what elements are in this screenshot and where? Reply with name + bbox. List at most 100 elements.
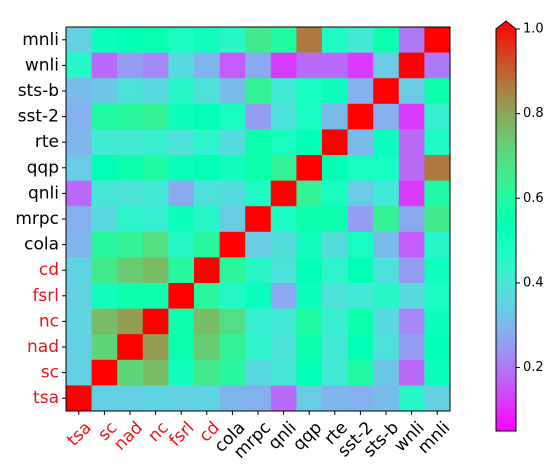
- heatmap-cell-qnli-sts-b: [373, 180, 400, 207]
- heatmap-cell-nad-cola: [219, 334, 246, 361]
- heatmap-cell-sst-2-mrpc: [245, 103, 272, 130]
- heatmap-cell-fsrl-qnli: [270, 283, 297, 309]
- heatmap-cell-tsa-wnli: [398, 385, 425, 412]
- heatmap-cell-cola-cola: [219, 231, 246, 258]
- heatmap-cell-qnli-tsa: [66, 180, 92, 207]
- heatmap-cell-sst-2-tsa: [66, 103, 92, 130]
- heatmap-cell-fsrl-qqp: [296, 283, 323, 309]
- heatmap-cell-rte-qqp: [296, 129, 323, 156]
- heatmap-cell-rte-cd: [194, 129, 220, 156]
- y-tick-label-mnli: mnli: [22, 30, 59, 50]
- heatmap-cell-rte-wnli: [398, 129, 425, 156]
- heatmap-cell-cola-qnli: [270, 231, 297, 258]
- heatmap-cell-fsrl-cd: [194, 283, 220, 309]
- heatmap-cell-tsa-sts-b: [373, 385, 400, 412]
- heatmap-cell-mrpc-fsrl: [168, 206, 195, 233]
- heatmap-cell-rte-rte: [322, 129, 348, 156]
- heatmap-cell-qqp-rte: [322, 155, 348, 181]
- heatmap-cell-rte-sst-2: [347, 129, 374, 156]
- heatmap-cell-mnli-cola: [219, 27, 246, 53]
- heatmap-cell-nc-nad: [117, 308, 144, 335]
- heatmap-cell-nad-rte: [322, 334, 348, 361]
- heatmap-cell-sc-sst-2: [347, 359, 374, 386]
- heatmap-cell-qnli-fsrl: [168, 180, 195, 207]
- heatmap-cell-tsa-qqp: [296, 385, 323, 412]
- heatmap-cell-qqp-cola: [219, 155, 246, 181]
- heatmap-cell-wnli-mnli: [424, 52, 451, 79]
- heatmap-cell-sts-b-cd: [194, 78, 220, 105]
- heatmap-cell-qnli-qnli: [270, 180, 297, 207]
- heatmap-cell-fsrl-sc: [91, 283, 118, 309]
- heatmap-cell-rte-nc: [142, 129, 169, 156]
- colorbar-ticks: 0.2 0.4 0.6 0.8 1.0: [516, 22, 544, 375]
- heatmap-cell-mrpc-nad: [117, 206, 144, 233]
- heatmap-cell-nad-sts-b: [373, 334, 400, 361]
- heatmap-cell-fsrl-nc: [142, 283, 169, 309]
- heatmap-cell-sst-2-nc: [142, 103, 169, 130]
- heatmap-cell-mrpc-qnli: [270, 206, 297, 233]
- heatmap-cell-cd-sc: [91, 257, 118, 284]
- heatmap-cell-cola-wnli: [398, 231, 425, 258]
- heatmap-cell-cola-qqp: [296, 231, 323, 258]
- heatmap-cell-qqp-nc: [142, 155, 169, 181]
- heatmap-cell-mnli-sst-2: [347, 27, 374, 53]
- heatmap-cell-mnli-qqp: [296, 27, 323, 53]
- heatmap-cell-wnli-qqp: [296, 52, 323, 79]
- heatmap-cell-nc-fsrl: [168, 308, 195, 335]
- y-tick-label-tsa: tsa: [33, 388, 59, 408]
- heatmap-cell-mnli-wnli: [398, 27, 425, 53]
- heatmap-cell-nad-mrpc: [245, 334, 272, 361]
- heatmap-cell-mnli-mrpc: [245, 27, 272, 53]
- heatmap-cell-mnli-cd: [194, 27, 220, 53]
- heatmap-cell-sc-nad: [117, 359, 144, 386]
- heatmap-cell-qqp-sc: [91, 155, 118, 181]
- heatmap-cell-sts-b-sc: [91, 78, 118, 105]
- heatmap-cell-sts-b-qnli: [270, 78, 297, 105]
- heatmap-cell-sst-2-sst-2: [347, 103, 374, 130]
- y-axis-ticks: mnli wnli sts-b sst-2 rte qqp qnli mrpc cola cd fs…: [15, 30, 66, 408]
- heatmap-cell-qnli-cd: [194, 180, 220, 207]
- heatmap-cell-tsa-mrpc: [245, 385, 272, 412]
- heatmap-cell-wnli-mrpc: [245, 52, 272, 79]
- heatmap-cell-mrpc-nc: [142, 206, 169, 233]
- heatmap-cell-cola-mrpc: [245, 231, 272, 258]
- heatmap-cell-sc-mnli: [424, 359, 451, 386]
- heatmap-cell-cola-fsrl: [168, 231, 195, 258]
- heatmap-cell-qnli-rte: [322, 180, 348, 207]
- heatmap-cell-wnli-rte: [322, 52, 348, 79]
- heatmap-cells: [66, 27, 451, 412]
- heatmap-cell-fsrl-rte: [322, 283, 348, 309]
- heatmap-cell-mnli-tsa: [66, 27, 92, 53]
- heatmap-cell-rte-tsa: [66, 129, 92, 156]
- heatmap-cell-nc-sc: [91, 308, 118, 335]
- heatmap-cell-sts-b-wnli: [398, 78, 425, 105]
- heatmap-cell-qnli-qqp: [296, 180, 323, 207]
- colorbar: 0.2 0.4 0.6 0.8 1.0: [495, 20, 544, 432]
- heatmap-cell-qnli-sst-2: [347, 180, 374, 207]
- heatmap-cell-mnli-qnli: [270, 27, 297, 53]
- heatmap-cell-fsrl-nad: [117, 283, 144, 309]
- heatmap-cell-fsrl-sst-2: [347, 283, 374, 309]
- colorbar-tick-label: 1.0: [523, 22, 544, 37]
- heatmap-cell-cola-sst-2: [347, 231, 374, 258]
- heatmap-cell-sts-b-sts-b: [373, 78, 400, 105]
- heatmap-cell-nc-sst-2: [347, 308, 374, 335]
- heatmap-cell-nad-tsa: [66, 334, 92, 361]
- heatmap-cell-qqp-nad: [117, 155, 144, 181]
- heatmap-cell-sc-sc: [91, 359, 118, 386]
- heatmap-cell-mrpc-cd: [194, 206, 220, 233]
- heatmap-cell-fsrl-mnli: [424, 283, 451, 309]
- heatmap-cell-qnli-sc: [91, 180, 118, 207]
- heatmap-cell-nc-tsa: [66, 308, 92, 335]
- heatmap-cell-nad-sst-2: [347, 334, 374, 361]
- heatmap-cell-tsa-mnli: [424, 385, 451, 412]
- colorbar-bar: [495, 20, 517, 432]
- heatmap-cell-nad-fsrl: [168, 334, 195, 361]
- colorbar-tick-label: 0.6: [523, 191, 544, 206]
- heatmap-cell-cola-nc: [142, 231, 169, 258]
- heatmap-cell-qnli-mrpc: [245, 180, 272, 207]
- colorbar-tick-label: 0.4: [523, 275, 544, 290]
- heatmap-cell-sc-rte: [322, 359, 348, 386]
- heatmap-cell-sst-2-sc: [91, 103, 118, 130]
